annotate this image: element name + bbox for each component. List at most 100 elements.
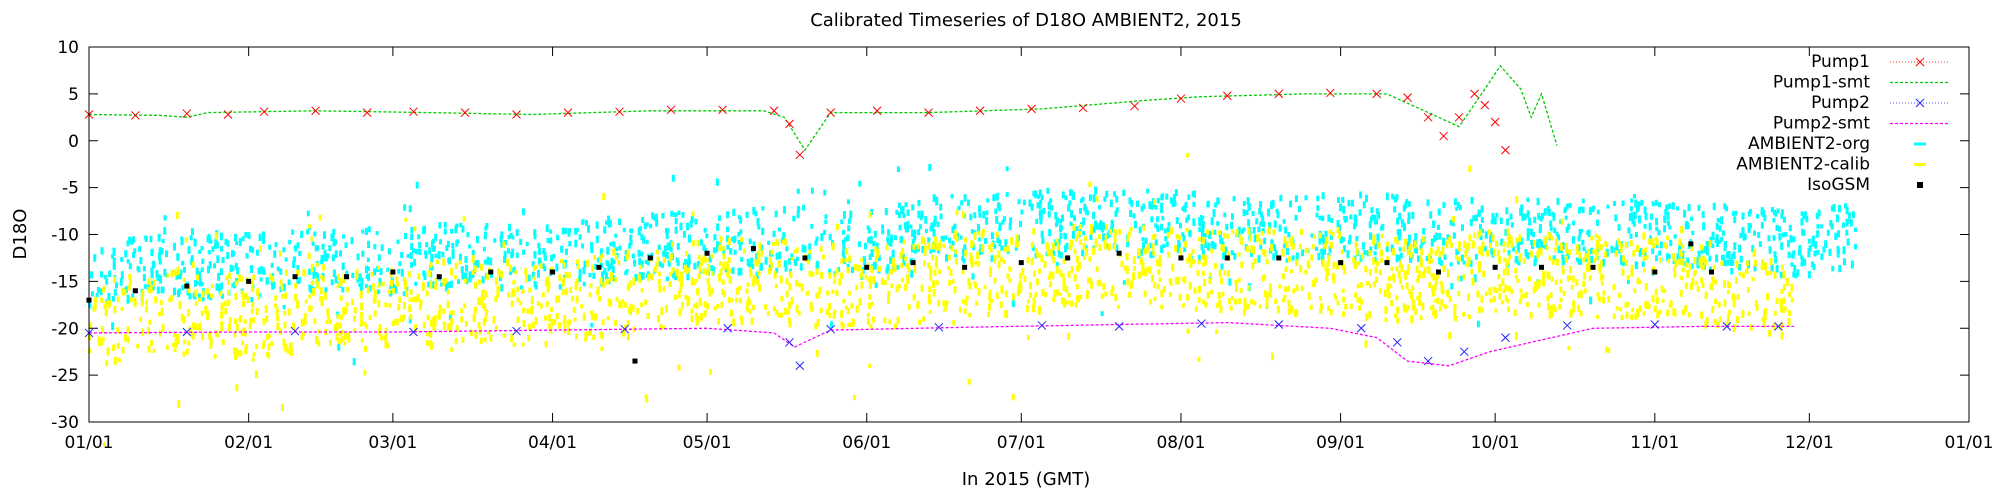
data-point xyxy=(1414,308,1418,316)
data-point xyxy=(1008,222,1012,231)
data-point xyxy=(656,256,660,262)
data-point xyxy=(1559,297,1563,303)
data-point xyxy=(1389,283,1393,289)
data-point xyxy=(614,277,618,283)
data-point xyxy=(1266,229,1270,235)
data-point xyxy=(1572,300,1576,306)
data-point xyxy=(1358,209,1362,216)
data-point xyxy=(1334,296,1338,301)
data-point xyxy=(436,259,440,264)
data-point xyxy=(1526,233,1530,241)
data-point xyxy=(842,230,846,235)
data-point xyxy=(872,261,876,267)
data-point xyxy=(1484,231,1488,239)
data-point xyxy=(1386,285,1390,292)
data-point xyxy=(797,310,801,316)
data-point xyxy=(1202,299,1206,305)
data-point xyxy=(924,228,928,234)
data-point xyxy=(326,308,330,316)
data-point xyxy=(307,268,311,275)
data-point xyxy=(723,323,733,333)
data-point xyxy=(1055,262,1059,267)
data-point xyxy=(1175,217,1179,225)
data-point xyxy=(1218,269,1222,278)
data-point xyxy=(1537,302,1541,308)
data-point xyxy=(927,294,931,302)
data-point xyxy=(573,317,577,322)
data-point xyxy=(1337,197,1341,204)
data-point xyxy=(968,312,972,318)
data-point xyxy=(1467,256,1471,265)
data-point xyxy=(116,342,120,349)
data-point xyxy=(658,285,662,293)
data-point xyxy=(954,258,958,265)
data-point xyxy=(1374,243,1378,250)
data-point xyxy=(1316,205,1320,211)
data-point xyxy=(1760,222,1764,229)
data-point xyxy=(942,300,946,307)
data-point xyxy=(944,235,948,240)
data-point xyxy=(1000,285,1004,293)
data-point xyxy=(1113,243,1117,250)
data-point xyxy=(1022,199,1026,206)
data-point xyxy=(587,225,591,233)
data-point xyxy=(784,266,788,272)
data-point xyxy=(140,301,144,307)
data-point xyxy=(1697,204,1701,211)
data-point xyxy=(624,249,628,255)
data-point xyxy=(816,319,820,327)
data-point xyxy=(795,247,799,254)
data-point xyxy=(793,249,797,254)
data-point xyxy=(1127,291,1131,298)
data-point xyxy=(1247,227,1251,235)
data-point xyxy=(1269,289,1273,298)
data-point xyxy=(449,280,453,288)
data-point xyxy=(655,219,659,227)
data-point xyxy=(750,317,754,325)
data-point xyxy=(1179,222,1183,229)
x-tick-label: 04/01 xyxy=(528,433,577,453)
series-AMBIENT2-calib xyxy=(87,152,1794,447)
data-point xyxy=(1663,242,1667,248)
data-point xyxy=(157,252,161,261)
data-point xyxy=(872,241,876,247)
data-point xyxy=(432,245,436,251)
data-point xyxy=(1079,207,1083,214)
data-point xyxy=(317,329,321,334)
data-point xyxy=(176,338,180,345)
data-point xyxy=(823,229,827,235)
data-point xyxy=(1828,248,1832,256)
data-point xyxy=(619,303,623,309)
data-point xyxy=(1589,296,1593,305)
data-point xyxy=(1399,260,1403,268)
data-point xyxy=(963,194,967,202)
data-point xyxy=(1595,314,1599,319)
data-point xyxy=(1356,297,1360,303)
data-point xyxy=(1678,244,1682,253)
data-point xyxy=(1271,352,1275,361)
data-point xyxy=(1332,261,1336,269)
data-point xyxy=(417,273,421,280)
data-point xyxy=(121,287,125,296)
data-point xyxy=(1411,299,1415,306)
data-point xyxy=(425,242,429,248)
data-point xyxy=(213,263,217,269)
data-point xyxy=(1788,224,1792,232)
data-point xyxy=(1067,271,1071,278)
data-point xyxy=(995,192,999,201)
y-tick-label: -15 xyxy=(51,272,79,292)
data-point xyxy=(788,301,792,310)
data-point xyxy=(1562,321,1572,330)
data-point xyxy=(1337,224,1341,232)
data-point xyxy=(1650,238,1654,245)
data-point xyxy=(1329,308,1333,316)
data-point xyxy=(1638,305,1642,312)
data-point xyxy=(97,336,101,345)
data-point xyxy=(1283,236,1287,244)
data-point xyxy=(429,261,433,268)
data-point xyxy=(1775,264,1779,273)
data-point xyxy=(522,249,526,255)
data-point xyxy=(1179,247,1183,256)
data-point xyxy=(1103,243,1107,250)
data-point xyxy=(1146,243,1150,251)
